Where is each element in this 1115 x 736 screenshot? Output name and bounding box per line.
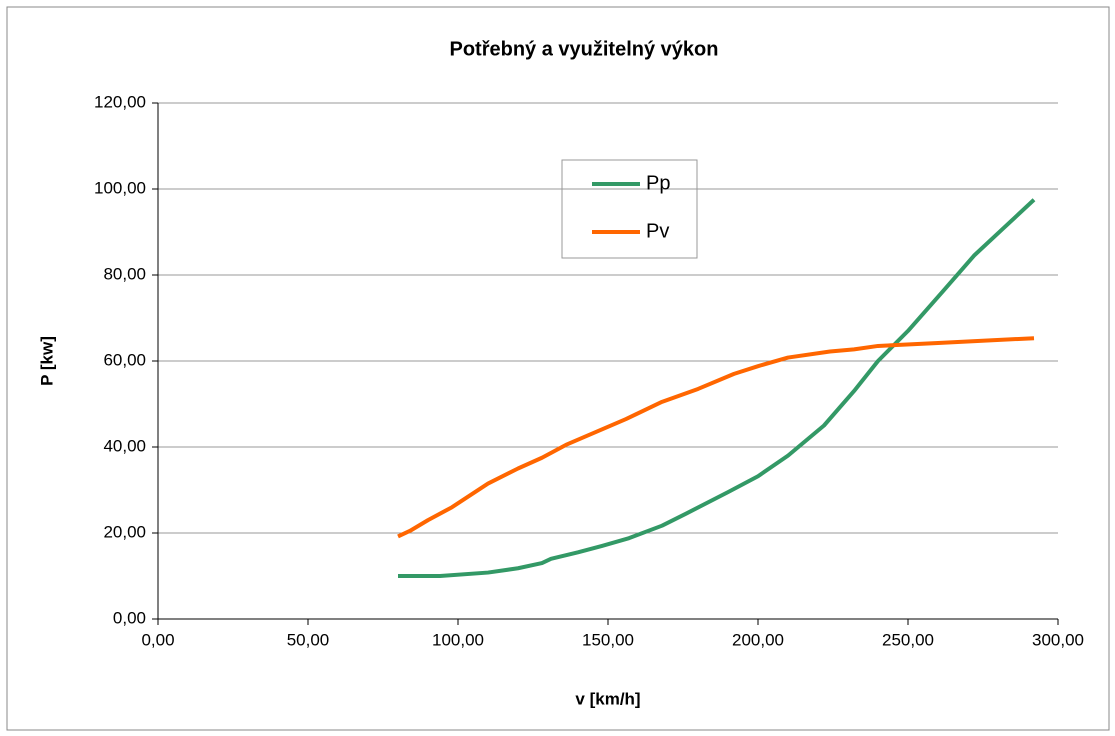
x-tick-label: 150,00 (582, 630, 634, 649)
y-tick-label: 120,00 (94, 92, 146, 111)
x-tick-label: 0,00 (141, 630, 174, 649)
series-line (397, 336, 1035, 539)
legend-label: Pv (646, 220, 669, 242)
x-tick-label: 250,00 (882, 630, 934, 649)
y-tick-label: 40,00 (103, 436, 146, 455)
x-tick-label: 100,00 (432, 630, 484, 649)
y-tick-label: 100,00 (94, 178, 146, 197)
y-tick-label: 60,00 (103, 350, 146, 369)
legend-label: Pp (646, 172, 670, 194)
series-line (398, 198, 1036, 578)
y-axis-label: P [kw] (37, 336, 56, 386)
y-tick-label: 80,00 (103, 264, 146, 283)
chart-title: Potřebný a využitelný výkon (450, 38, 719, 60)
x-tick-label: 50,00 (287, 630, 330, 649)
legend-box (561, 159, 698, 259)
y-tick-label: 0,00 (113, 608, 146, 627)
x-axis-label: v [km/h] (575, 689, 640, 708)
x-tick-label: 300,00 (1032, 630, 1084, 649)
y-tick-label: 20,00 (103, 522, 146, 541)
chart-border (6, 6, 1110, 731)
x-tick-label: 200,00 (732, 630, 784, 649)
